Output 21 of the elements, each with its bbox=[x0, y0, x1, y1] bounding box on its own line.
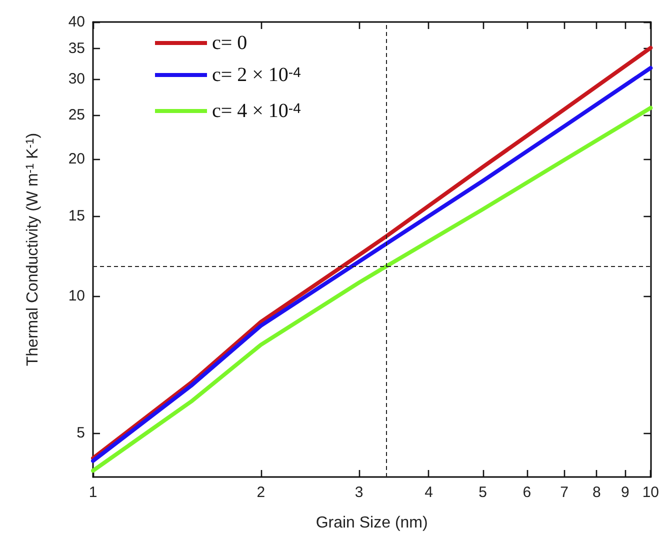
x-tick-label: 7 bbox=[560, 484, 568, 501]
legend-label: c= 0 bbox=[212, 32, 248, 54]
x-tick-label: 9 bbox=[620, 484, 630, 501]
x-tick-label: 3 bbox=[354, 484, 364, 501]
y-tick-label: 20 bbox=[68, 150, 85, 168]
x-tick-label: 4 bbox=[424, 484, 433, 501]
y-tick-label: 35 bbox=[68, 40, 85, 57]
y-axis-title: Thermal Conductivity (W m-1 K-1) bbox=[24, 132, 42, 366]
x-axis-title: Grain Size (nm) bbox=[316, 514, 428, 532]
y-tick-label: 30 bbox=[68, 70, 85, 88]
y-tick-label: 5 bbox=[76, 424, 85, 442]
y-tick-label: 25 bbox=[68, 106, 85, 124]
x-tick-label: 2 bbox=[256, 484, 266, 501]
x-tick-label: 10 bbox=[642, 484, 659, 501]
x-tick-label: 8 bbox=[592, 484, 601, 501]
y-tick-label: 10 bbox=[68, 287, 85, 304]
x-tick-label: 1 bbox=[88, 484, 98, 501]
x-tick-label: 5 bbox=[478, 484, 487, 501]
x-tick-label: 6 bbox=[522, 484, 532, 501]
y-tick-label: 15 bbox=[68, 207, 85, 224]
y-tick-label: 40 bbox=[68, 14, 85, 30]
